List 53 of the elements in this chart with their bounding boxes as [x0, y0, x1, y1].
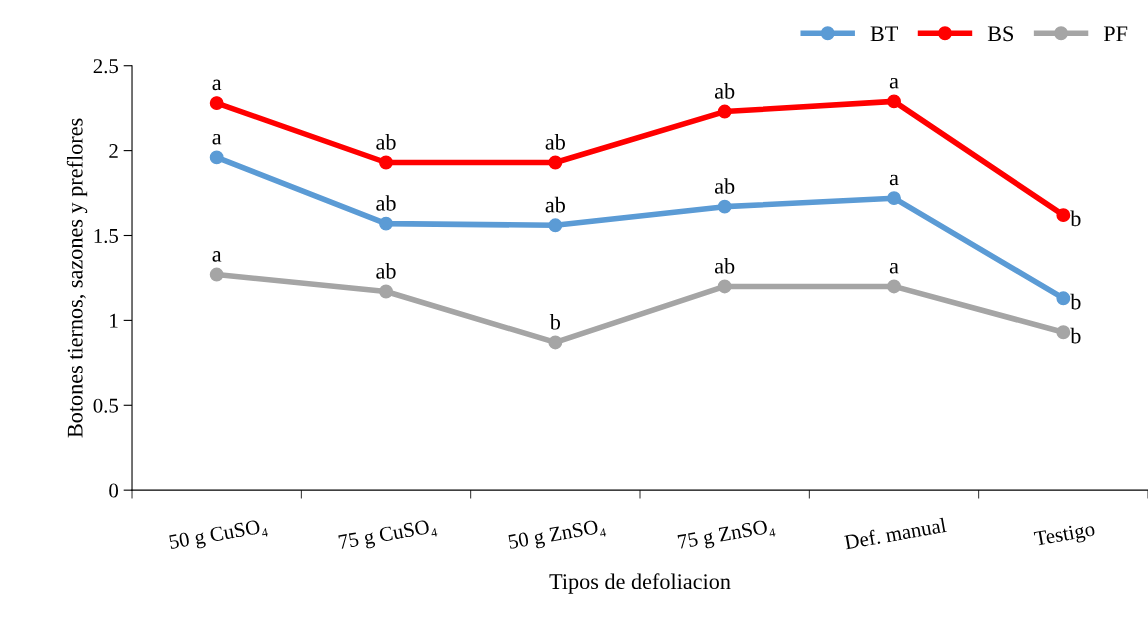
point	[548, 155, 563, 170]
y-tick-label: 0	[109, 483, 119, 498]
y-tick-label: 1	[110, 313, 118, 328]
point	[1056, 208, 1071, 223]
point	[717, 104, 732, 119]
annotation: a	[889, 174, 899, 186]
annotation: ab	[545, 196, 565, 213]
annotation: b	[1070, 210, 1081, 227]
x-tick-label: 50 g ZnSO₄	[508, 518, 607, 554]
annotation: b	[1070, 327, 1081, 344]
annotation: ab	[714, 178, 735, 194]
point	[379, 155, 393, 170]
x-axis-title: Tipos de defoliacion	[549, 573, 731, 594]
annotation: b	[1070, 293, 1081, 310]
x-tick-label: Def. manual	[843, 517, 947, 550]
point	[548, 218, 563, 233]
y-tick-label: 2.5	[93, 59, 119, 74]
legend-label: BS	[987, 26, 1014, 42]
point	[1056, 291, 1071, 306]
annotation: a	[212, 251, 222, 262]
annotation: ab	[545, 134, 565, 150]
x-tick-label: 50 g CuSO₄	[168, 518, 269, 554]
annotation: a	[889, 262, 899, 274]
point	[209, 150, 224, 165]
legend-label: BT	[870, 26, 898, 42]
point	[379, 216, 393, 231]
point	[717, 199, 732, 214]
point	[209, 96, 224, 111]
point	[887, 191, 901, 206]
annotation: a	[212, 79, 222, 91]
annotation: ab	[714, 83, 735, 99]
point	[1056, 325, 1071, 340]
point	[379, 284, 393, 299]
annotation: a	[889, 77, 899, 89]
annotation: ab	[714, 257, 735, 274]
y-axis-title: Botones tiernos, sazones y preflores	[66, 118, 88, 438]
y-tick-label: 0.5	[93, 398, 119, 413]
point	[887, 94, 901, 109]
y-tick-label: 2	[109, 144, 118, 158]
x-tick-label: 75 g ZnSO₄	[677, 518, 776, 554]
y-tick-label: 1.5	[94, 228, 119, 244]
annotation: ab	[376, 263, 396, 279]
annotation: ab	[376, 134, 396, 150]
legend-label: PF	[1103, 26, 1128, 41]
x-tick-label: 75 g CuSO₄	[338, 518, 438, 554]
annotation: b	[549, 313, 561, 330]
point	[887, 279, 901, 294]
point	[209, 267, 224, 282]
point	[717, 279, 732, 294]
annotation: ab	[376, 195, 396, 211]
annotation: a	[212, 133, 222, 145]
point	[548, 335, 563, 350]
x-tick-label: Testigo	[1033, 521, 1096, 551]
